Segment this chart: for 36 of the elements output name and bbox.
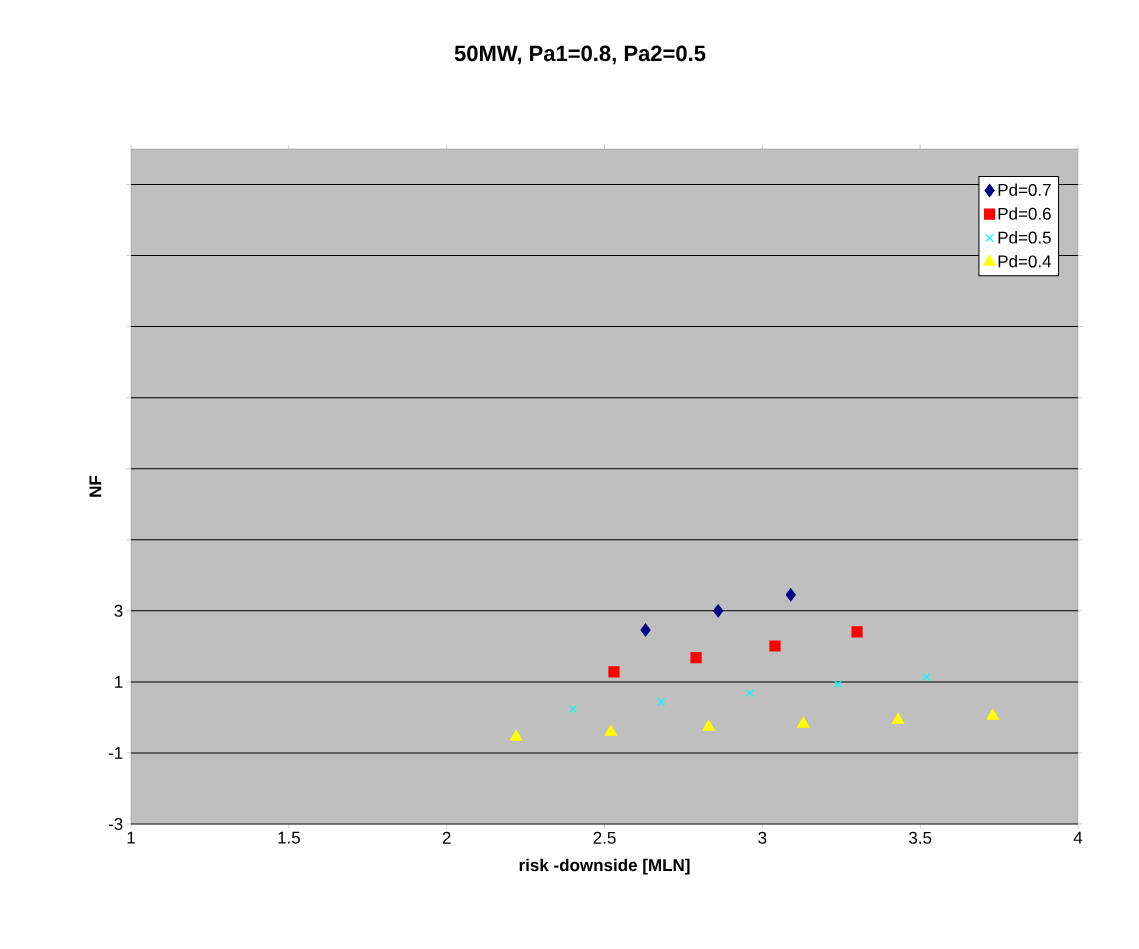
point [604,724,618,736]
point [785,588,796,602]
point [891,712,905,724]
point [745,688,754,698]
point [509,729,523,741]
x-axis-title: risk -downside [MLN] [519,858,690,875]
point [640,623,651,637]
x-tick-label: 4 [1073,831,1083,844]
y-axis-title: NF [89,475,102,497]
x-tick-label: 3 [758,831,767,844]
x-tick-label: 3.5 [909,831,932,844]
x-tick-label: 1 [127,831,135,844]
legend-label: Pd=0.4 [998,254,1052,268]
point [657,697,666,706]
point [986,708,1000,720]
y-tick-label: -3 [108,817,123,831]
point [922,672,931,682]
point [833,679,843,689]
y-tick-label: -1 [108,747,123,759]
legend-label: Pd=0.5 [998,231,1051,244]
y-tick-label: 3 [114,604,123,617]
point [690,652,702,664]
legend-label: Pd=0.6 [998,207,1051,220]
point [851,626,863,638]
x-tick-label: 1.5 [278,831,300,844]
point [713,604,724,618]
x-tick-label: 2 [442,831,451,844]
point [568,704,578,714]
x-tick-label: 2.5 [593,831,616,844]
point [702,719,715,731]
point [769,640,781,652]
point [608,666,620,678]
chart-title: 50MW, Pa1=0.8, Pa2=0.5 [454,45,706,65]
y-tick-label: 1 [115,676,123,688]
legend-label: Pd=0.7 [998,183,1051,196]
point [797,716,810,728]
